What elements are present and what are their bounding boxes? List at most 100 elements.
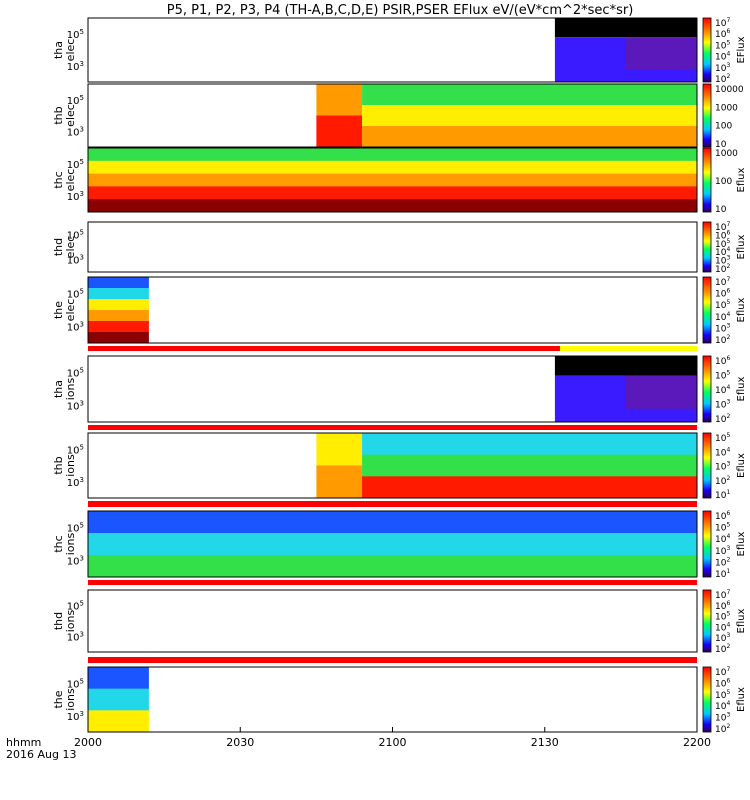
spectrogram-block bbox=[88, 332, 149, 344]
spectrogram-block bbox=[88, 555, 697, 578]
y-label-species: ions bbox=[64, 454, 77, 477]
colorbar bbox=[702, 147, 712, 213]
y-tick-label: 103 bbox=[67, 125, 84, 138]
figure-title: P5, P1, P2, P3, P4 (TH-A,B,C,D,E) PSIR,P… bbox=[167, 3, 634, 18]
colorbar-tick-label: 100 bbox=[715, 122, 732, 132]
colorbar-tick-label: 107 bbox=[715, 666, 730, 678]
spectrogram-block bbox=[88, 299, 149, 311]
colorbar-tick-label: 103 bbox=[715, 62, 730, 74]
spectrogram-block bbox=[88, 533, 697, 556]
spectrogram-block bbox=[88, 288, 149, 300]
y-label-probe: thd bbox=[52, 612, 65, 630]
colorbar bbox=[702, 83, 712, 148]
y-tick-label: 105 bbox=[67, 600, 84, 613]
colorbar-tick-label: 104 bbox=[715, 384, 730, 396]
y-label-probe: thc bbox=[52, 171, 65, 188]
y-label-species: ions bbox=[64, 377, 77, 400]
y-label-species: elec bbox=[64, 299, 77, 322]
spectrogram-block bbox=[362, 454, 697, 477]
y-label-probe: tha bbox=[52, 41, 65, 59]
colorbar-tick-label: 102 bbox=[715, 334, 730, 346]
colorbar-label: Eflux bbox=[736, 531, 747, 556]
panel-frame bbox=[87, 221, 698, 273]
colorbar-tick-label: 105 bbox=[715, 611, 730, 623]
colorbar-tick-label: 106 bbox=[715, 355, 730, 367]
y-label-species: ions bbox=[64, 688, 77, 711]
spectrogram-block bbox=[88, 321, 149, 333]
colorbar-tick-label: 100 bbox=[715, 177, 732, 187]
time-tick-label: 2200 bbox=[683, 736, 711, 749]
colorbar-tick-label: 102 bbox=[715, 556, 730, 568]
spectrogram-block bbox=[625, 37, 697, 70]
spectrogram-block bbox=[362, 433, 697, 456]
colorbar-tick-label: 105 bbox=[715, 299, 730, 311]
colorbar-tick-label: 106 bbox=[715, 229, 730, 241]
colorbar-tick-label: 103 bbox=[715, 322, 730, 334]
status-bar bbox=[88, 346, 697, 351]
colorbar-tick-label: 107 bbox=[715, 221, 730, 233]
spectrogram-block bbox=[88, 173, 697, 187]
y-tick-label: 103 bbox=[67, 190, 84, 203]
colorbar-tick-label: 103 bbox=[715, 399, 730, 411]
colorbar-tick-label: 10000 bbox=[715, 85, 744, 95]
time-axis-label-hhmm: hhmm bbox=[6, 736, 41, 749]
colorbar-tick-label: 10 bbox=[715, 140, 727, 150]
colorbar-label: Eflux bbox=[736, 297, 747, 322]
spectrogram-block bbox=[88, 310, 149, 322]
y-label-species: elec bbox=[64, 39, 77, 62]
colorbar-tick-label: 103 bbox=[715, 712, 730, 724]
panel-frame bbox=[87, 589, 698, 653]
y-label-probe: tha bbox=[52, 380, 65, 398]
spectrogram-block bbox=[88, 710, 149, 733]
y-tick-label: 105 bbox=[67, 677, 84, 690]
y-tick-label: 105 bbox=[67, 28, 84, 41]
colorbar-tick-label: 102 bbox=[715, 413, 730, 425]
status-bar bbox=[88, 425, 697, 430]
colorbar bbox=[702, 17, 712, 83]
spectrogram-block bbox=[362, 84, 697, 106]
spectrogram-block bbox=[362, 105, 697, 127]
time-tick-label: 2130 bbox=[531, 736, 559, 749]
y-label-species: ions bbox=[64, 609, 77, 632]
status-bar bbox=[88, 580, 697, 585]
spectrogram-block bbox=[362, 476, 697, 499]
y-tick-label: 103 bbox=[67, 321, 84, 334]
colorbar-tick-label: 102 bbox=[715, 643, 730, 655]
colorbar-tick-label: 107 bbox=[715, 589, 730, 601]
time-tick-label: 2030 bbox=[226, 736, 254, 749]
colorbar-tick-label: 103 bbox=[715, 632, 730, 644]
panel-frame bbox=[87, 355, 698, 423]
y-label-species: elec bbox=[64, 104, 77, 127]
spectrogram-block bbox=[88, 511, 697, 534]
colorbar bbox=[702, 221, 712, 273]
y-tick-label: 105 bbox=[67, 158, 84, 171]
spectrogram-block bbox=[88, 277, 149, 289]
colorbar-tick-label: 106 bbox=[715, 600, 730, 612]
y-tick-label: 103 bbox=[67, 710, 84, 723]
time-tick-label: 2000 bbox=[74, 736, 102, 749]
colorbar-tick-label: 104 bbox=[715, 51, 730, 63]
colorbar-label: Eflux bbox=[736, 167, 747, 192]
spectrogram-block bbox=[88, 160, 697, 175]
colorbar-tick-label: 101 bbox=[715, 489, 730, 501]
y-label-species: elec bbox=[64, 236, 77, 259]
y-label-probe: thd bbox=[52, 238, 65, 256]
panel-frame bbox=[87, 83, 698, 148]
panel-frame bbox=[87, 510, 698, 578]
colorbar-tick-label: 102 bbox=[715, 475, 730, 487]
spectrogram-block bbox=[625, 375, 697, 409]
colorbar-tick-label: 105 bbox=[715, 370, 730, 382]
colorbar bbox=[702, 432, 712, 499]
colorbar-tick-label: 104 bbox=[715, 446, 730, 458]
status-bars bbox=[88, 346, 697, 663]
